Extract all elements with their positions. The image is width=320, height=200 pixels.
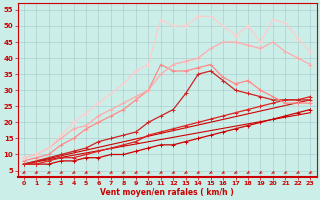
X-axis label: Vent moyen/en rafales ( km/h ): Vent moyen/en rafales ( km/h ) bbox=[100, 188, 234, 197]
